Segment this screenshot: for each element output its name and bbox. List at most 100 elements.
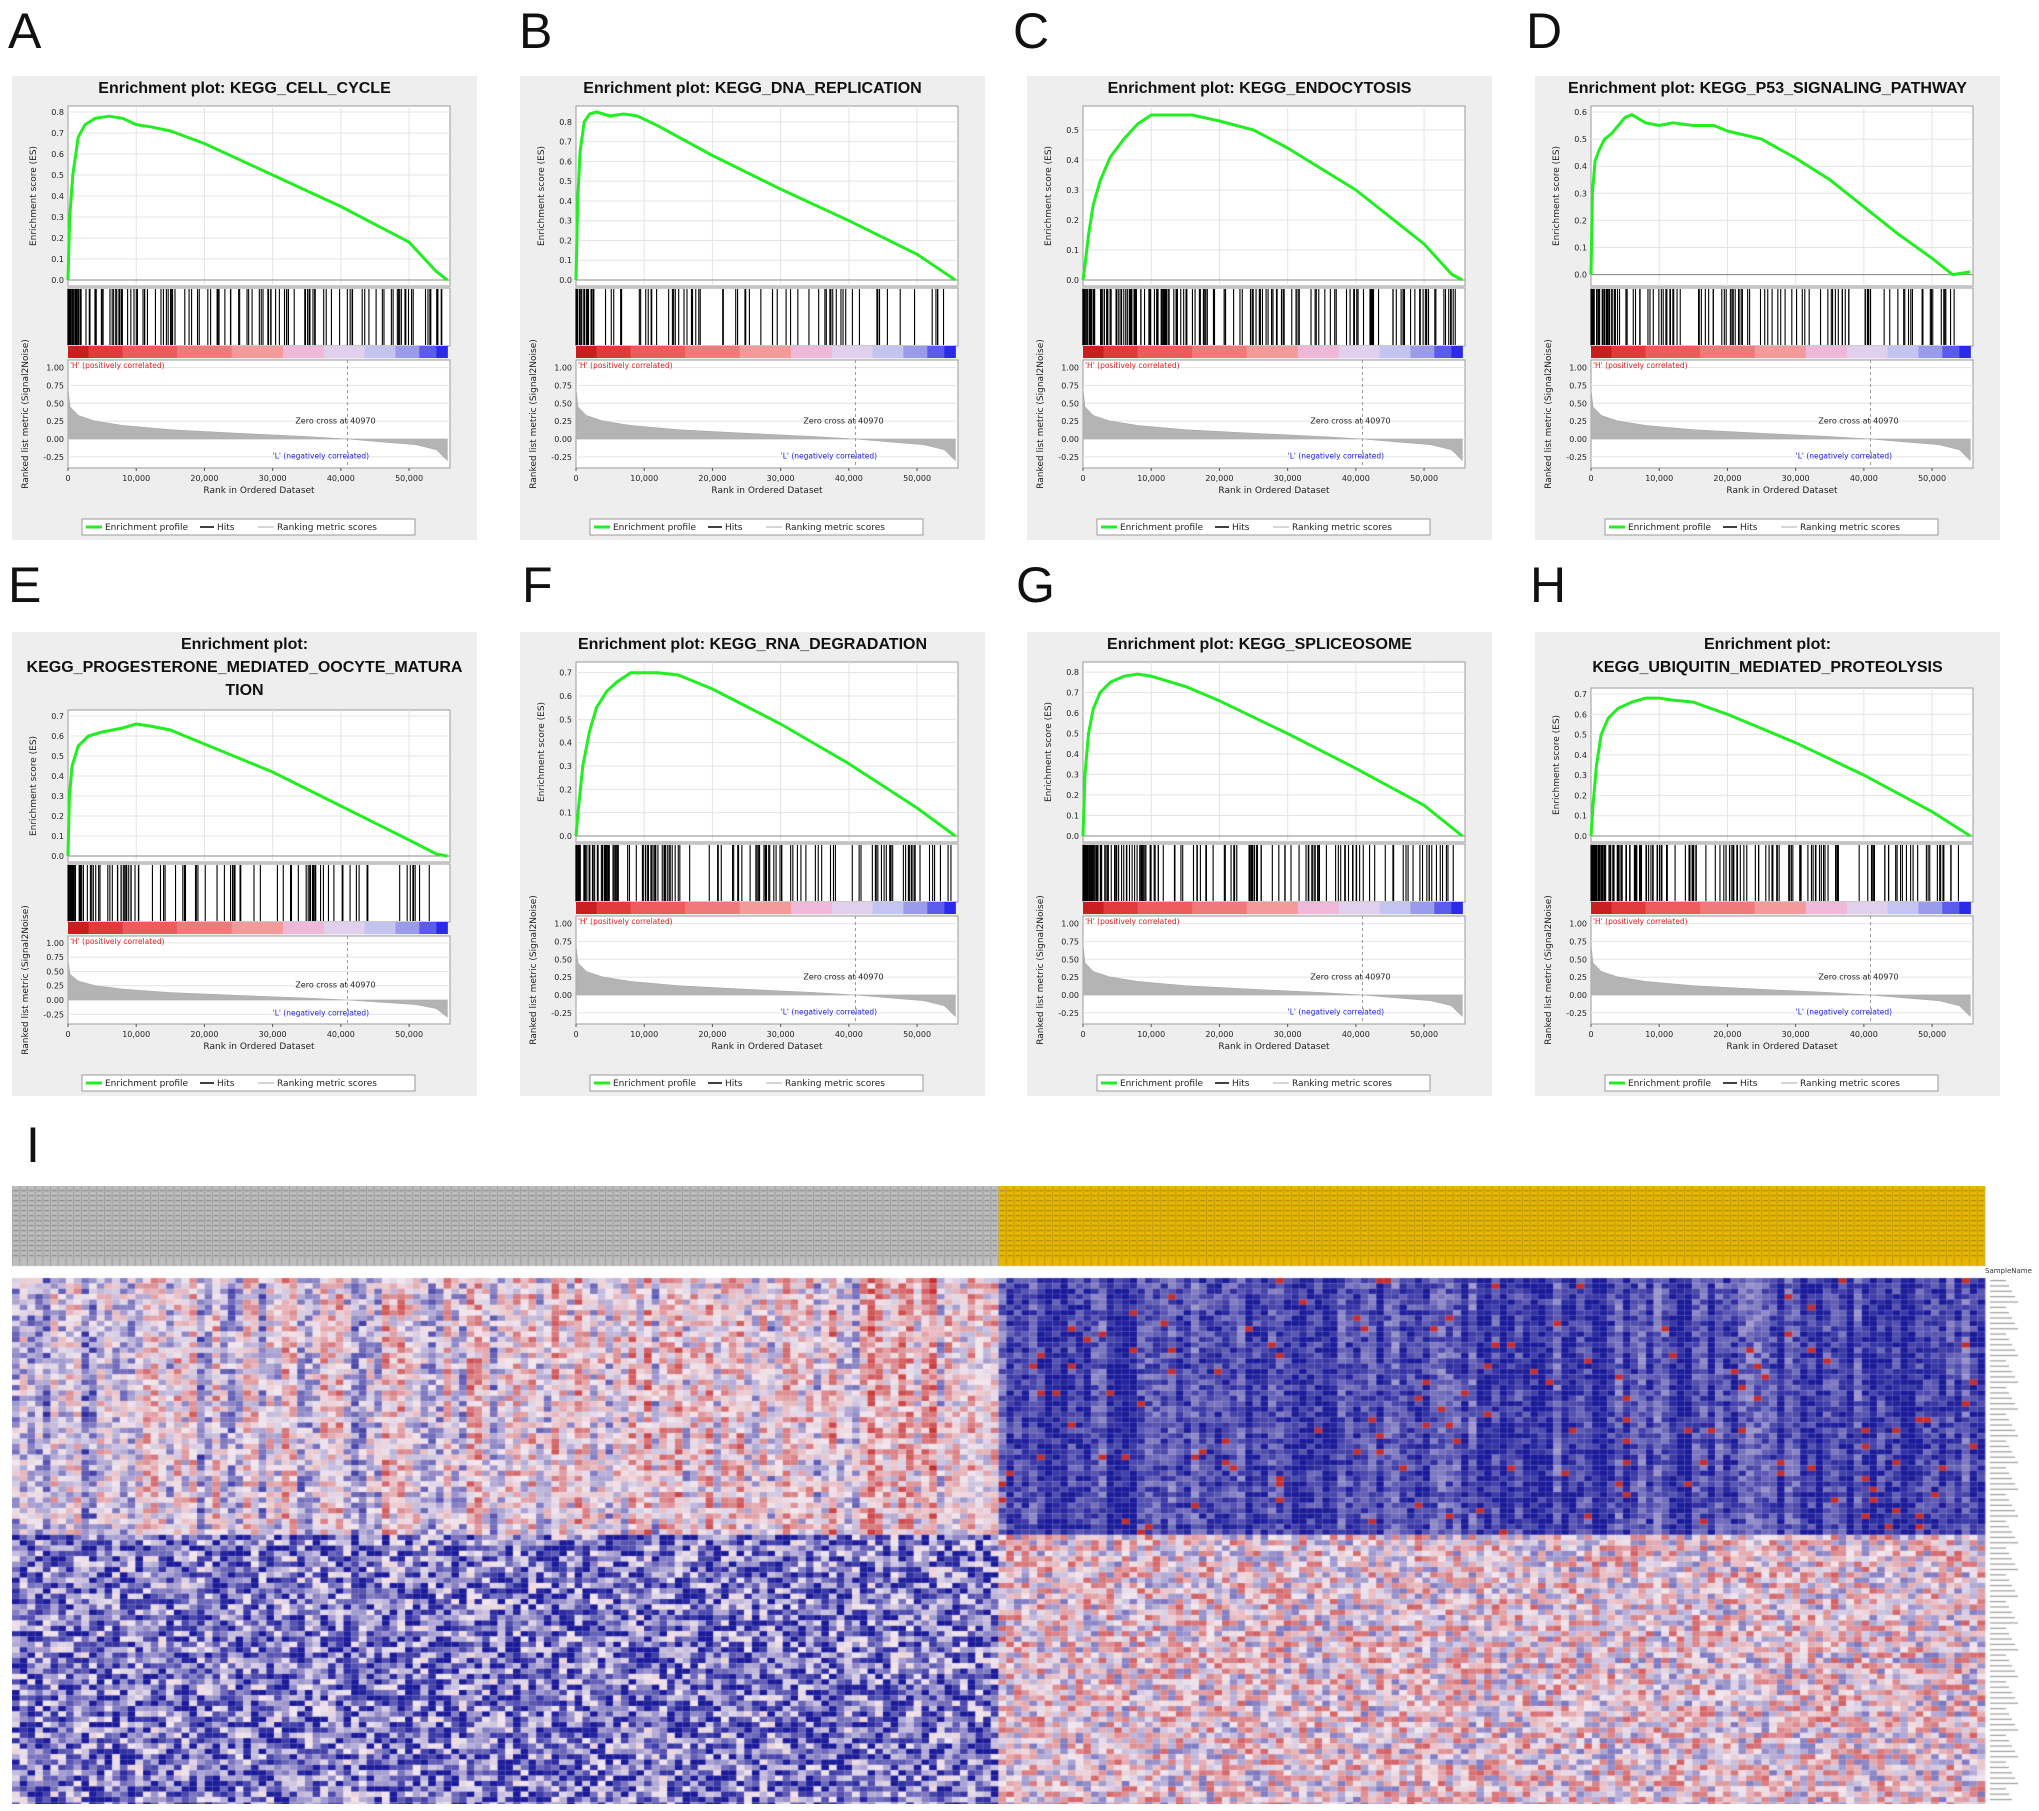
- es-tick-label: 0.2: [51, 234, 64, 243]
- es-tick-label: 0.6: [1574, 108, 1587, 117]
- color-bar-segment: [1918, 346, 1943, 358]
- es-plot-area: [1082, 105, 1466, 287]
- legend-enrichment-label: Enrichment profile: [105, 1079, 189, 1089]
- es-ylabel: Enrichment score (ES): [1552, 715, 1562, 815]
- es-plot-area: [1590, 105, 1974, 287]
- x-tick-label: 10,000: [1137, 474, 1165, 483]
- legend-ranking-label: Ranking metric scores: [277, 523, 377, 533]
- legend-ranking-label: Ranking metric scores: [1800, 1079, 1900, 1089]
- x-tick-label: 20,000: [698, 1030, 726, 1039]
- negative-label: 'L' (negatively correlated): [1796, 1007, 1893, 1016]
- metric-tick-label: -0.25: [1566, 1009, 1587, 1018]
- legend-box: [589, 1074, 924, 1092]
- legend-enrichment-label: Enrichment profile: [105, 523, 189, 533]
- metric-plot-area: [67, 359, 451, 469]
- es-tick-label: 0.0: [51, 852, 64, 861]
- es-tick-label: 0.3: [1574, 189, 1587, 198]
- legend-ranking-label: Ranking metric scores: [1800, 523, 1900, 533]
- enrichment-profile-line: [574, 671, 957, 838]
- metric-tick-label: 0.50: [554, 399, 572, 408]
- negative-label: 'L' (negatively correlated): [1288, 1007, 1385, 1016]
- metric-plot-area: [575, 359, 959, 469]
- gsea-svg: 0.0 0.1 0.2 0.3 0.4 0.5 0.6 0.7 0.8 Enrichment sc…: [21, 105, 451, 536]
- legend-box: [81, 518, 416, 536]
- x-tick-label: 10,000: [1645, 1030, 1673, 1039]
- hit-lines: [67, 289, 443, 345]
- color-bar-segment: [1591, 346, 1613, 358]
- color-bar-segment: [903, 346, 928, 358]
- panel-letter-b: B: [519, 3, 553, 59]
- gsea-svg: 0.0 0.1 0.2 0.3 0.4 0.5 0.6 0.7 0.8 Enrichment sc…: [1036, 661, 1466, 1092]
- color-bar-segment: [323, 346, 366, 358]
- zero-cross-label: Zero cross at 40970: [1310, 972, 1390, 981]
- es-tick-label: 0.4: [1574, 162, 1587, 171]
- legend-hits-label: Hits: [217, 523, 235, 533]
- metric-tick-label: 1.00: [1569, 364, 1587, 373]
- metric-plot-area: [1082, 915, 1466, 1025]
- x-tick-label: 0: [1080, 474, 1085, 483]
- legend: Enrichment profile Hits Ranking metric sco…: [81, 518, 416, 536]
- x-tick-label: 50,000: [1410, 1030, 1438, 1039]
- es-tick-label: 0.6: [1066, 709, 1079, 718]
- metric-tick-label: 0.25: [46, 982, 64, 991]
- es-plot-area: [575, 661, 959, 843]
- es-tick-label: 0.4: [559, 739, 572, 748]
- metric-ylabel: Ranked list metric (Signal2Noise): [1036, 339, 1046, 489]
- es-tick-label: 0.5: [1574, 135, 1587, 144]
- metric-tick-label: 1.00: [46, 939, 64, 948]
- metric-tick-label: 0.00: [1061, 435, 1079, 444]
- hit-lines: [1590, 845, 1960, 901]
- color-bar-segment: [1246, 902, 1299, 914]
- x-tick-label: 50,000: [903, 1030, 931, 1039]
- es-tick-label: 0.0: [559, 832, 572, 841]
- legend-box: [1604, 518, 1939, 536]
- gsea-panel-f: Enrichment plot: KEGG_RNA_DEGRADATION 0.0…: [520, 632, 985, 1096]
- color-bar-segment: [1379, 902, 1412, 914]
- es-tick-label: 0.5: [559, 715, 572, 724]
- color-bar-segment: [1942, 902, 1960, 914]
- legend-ranking-label: Ranking metric scores: [1292, 523, 1392, 533]
- hit-lines: [1082, 289, 1456, 345]
- es-tick-label: 0.4: [51, 772, 64, 781]
- es-tick-label: 0.3: [1066, 186, 1079, 195]
- color-bar-segment: [1338, 902, 1381, 914]
- legend-hits-label: Hits: [1740, 1079, 1758, 1089]
- color-bar-segment: [944, 346, 956, 358]
- legend: Enrichment profile Hits Ranking metric sco…: [81, 1074, 416, 1092]
- color-bar-segment: [1611, 346, 1647, 358]
- legend: Enrichment profile Hits Ranking metric sco…: [1604, 1074, 1939, 1092]
- es-tick-label: 0.1: [559, 256, 572, 265]
- metric-tick-label: 0.00: [554, 991, 572, 1000]
- metric-tick-label: 0.50: [1061, 399, 1079, 408]
- es-tick-label: 0.7: [51, 129, 64, 138]
- es-ylabel: Enrichment score (ES): [537, 702, 547, 802]
- positive-label: 'H' (positively correlated): [1593, 917, 1688, 926]
- negative-label: 'L' (negatively correlated): [781, 1007, 878, 1016]
- hit-lines: [1590, 289, 1955, 345]
- positive-label: 'H' (positively correlated): [1085, 361, 1180, 370]
- color-bar-segment: [927, 902, 945, 914]
- legend-box: [589, 518, 924, 536]
- color-bar-segment: [872, 346, 905, 358]
- x-axis-label: Rank in Ordered Dataset: [1218, 486, 1330, 496]
- x-tick-label: 20,000: [1205, 1030, 1233, 1039]
- color-bar-segment: [1754, 346, 1807, 358]
- metric-tick-label: 1.00: [1569, 920, 1587, 929]
- positive-label: 'H' (positively correlated): [1593, 361, 1688, 370]
- x-tick-label: 40,000: [327, 474, 355, 483]
- color-bar-segment: [1700, 346, 1756, 358]
- x-tick-label: 10,000: [122, 474, 150, 483]
- x-tick-label: 30,000: [767, 474, 795, 483]
- metric-tick-label: -0.25: [551, 1009, 572, 1018]
- es-tick-label: 0.8: [559, 118, 572, 127]
- color-bar-segment: [790, 902, 833, 914]
- color-bar-segment: [790, 346, 833, 358]
- metric-plot-area: [1590, 359, 1974, 469]
- heatmap-row-header: SampleName: [1985, 1267, 2032, 1275]
- plot-title: KEGG_UBIQUITIN_MEDIATED_PROTEOLYSIS: [1592, 659, 1943, 676]
- color-bar-segment: [68, 346, 90, 358]
- gsea-panel-e: Enrichment plot: KEGG_PROGESTERONE_MEDIAT…: [12, 632, 477, 1096]
- metric-tick-label: 0.75: [1569, 937, 1587, 946]
- enrichment-profile-line: [1081, 672, 1464, 838]
- color-bar-segment: [576, 902, 598, 914]
